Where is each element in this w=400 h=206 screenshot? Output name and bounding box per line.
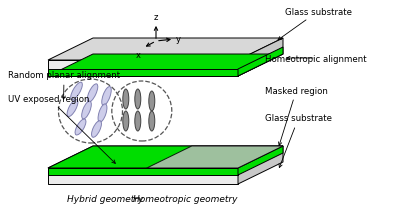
Ellipse shape [87,84,98,103]
Ellipse shape [98,104,107,123]
Text: UV exposed region: UV exposed region [8,94,115,164]
Ellipse shape [123,111,129,131]
Text: Homeotropic geometry: Homeotropic geometry [132,194,237,204]
Polygon shape [238,48,283,77]
Polygon shape [48,168,238,175]
Polygon shape [48,55,283,77]
Text: x: x [136,51,141,60]
Text: Glass substrate: Glass substrate [265,114,332,168]
Ellipse shape [75,119,86,135]
Ellipse shape [67,100,78,117]
Polygon shape [48,61,238,77]
Text: Masked region: Masked region [265,86,328,146]
Ellipse shape [82,102,91,119]
Text: Hybrid geometry: Hybrid geometry [67,194,143,204]
Text: Homeotropic alignment: Homeotropic alignment [265,54,367,63]
Text: Glass substrate: Glass substrate [278,7,352,41]
Ellipse shape [123,90,129,109]
Polygon shape [48,39,283,61]
Polygon shape [238,39,283,77]
Polygon shape [48,146,283,168]
Text: y: y [176,35,181,44]
Polygon shape [48,70,238,77]
Text: z: z [154,13,158,22]
Ellipse shape [102,87,111,106]
Polygon shape [238,146,283,184]
Polygon shape [147,146,283,168]
Ellipse shape [135,111,141,131]
Ellipse shape [149,91,155,111]
Polygon shape [48,146,283,168]
Polygon shape [48,168,238,184]
Polygon shape [238,146,283,175]
Ellipse shape [149,111,155,131]
Text: Random planar alignment: Random planar alignment [8,71,120,100]
Ellipse shape [135,90,141,109]
Ellipse shape [71,83,82,100]
Ellipse shape [92,121,102,138]
